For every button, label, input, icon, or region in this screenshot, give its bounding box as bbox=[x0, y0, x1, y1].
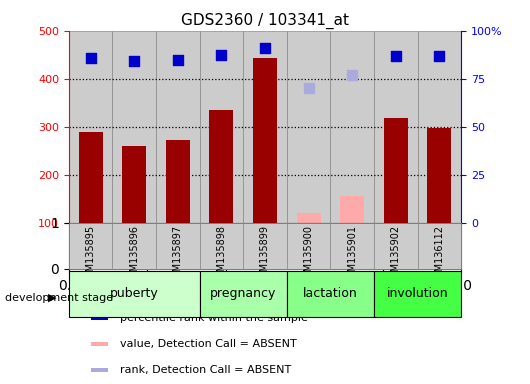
Text: GSM135895: GSM135895 bbox=[86, 225, 96, 284]
Bar bbox=[243, 31, 287, 223]
Point bbox=[86, 55, 95, 61]
Bar bbox=[200, 271, 287, 317]
Bar bbox=[243, 223, 287, 269]
Bar bbox=[287, 31, 330, 223]
Bar bbox=[330, 31, 374, 223]
Text: GSM135901: GSM135901 bbox=[347, 225, 357, 284]
Point bbox=[392, 53, 400, 59]
Text: puberty: puberty bbox=[110, 287, 158, 300]
Text: development stage: development stage bbox=[5, 293, 113, 303]
Bar bbox=[91, 343, 108, 346]
Text: involution: involution bbox=[387, 287, 448, 300]
Text: GSM135897: GSM135897 bbox=[173, 225, 183, 284]
Bar bbox=[374, 31, 418, 223]
Bar bbox=[330, 223, 374, 269]
Text: GSM135899: GSM135899 bbox=[260, 225, 270, 284]
Point bbox=[304, 85, 313, 91]
Bar bbox=[112, 223, 156, 269]
Text: GSM135898: GSM135898 bbox=[216, 225, 226, 284]
Text: GSM136112: GSM136112 bbox=[434, 225, 444, 284]
Bar bbox=[69, 31, 112, 223]
Bar bbox=[374, 223, 418, 269]
Text: ▶: ▶ bbox=[48, 293, 56, 303]
Bar bbox=[418, 223, 461, 269]
Text: rank, Detection Call = ABSENT: rank, Detection Call = ABSENT bbox=[120, 365, 291, 375]
Bar bbox=[91, 368, 108, 372]
Bar bbox=[69, 223, 112, 269]
Bar bbox=[384, 118, 408, 223]
Bar bbox=[166, 140, 190, 223]
Bar bbox=[340, 196, 364, 223]
Bar bbox=[69, 271, 200, 317]
Point bbox=[348, 72, 356, 78]
Bar bbox=[200, 223, 243, 269]
Point bbox=[435, 53, 444, 59]
Bar bbox=[374, 271, 461, 317]
Text: lactation: lactation bbox=[303, 287, 358, 300]
Bar bbox=[91, 316, 108, 320]
Bar bbox=[91, 291, 108, 295]
Point bbox=[174, 56, 182, 63]
Bar bbox=[156, 31, 200, 223]
Bar bbox=[418, 31, 461, 223]
Text: GSM135900: GSM135900 bbox=[304, 225, 314, 284]
Bar bbox=[427, 127, 452, 223]
Bar bbox=[156, 223, 200, 269]
Text: GSM135902: GSM135902 bbox=[391, 225, 401, 284]
Bar bbox=[200, 31, 243, 223]
Point bbox=[130, 58, 138, 64]
Point bbox=[261, 45, 269, 51]
Bar bbox=[122, 146, 146, 223]
Text: value, Detection Call = ABSENT: value, Detection Call = ABSENT bbox=[120, 339, 296, 349]
Bar bbox=[297, 213, 321, 223]
Text: GSM135896: GSM135896 bbox=[129, 225, 139, 284]
Bar bbox=[253, 58, 277, 223]
Text: pregnancy: pregnancy bbox=[210, 287, 277, 300]
Text: percentile rank within the sample: percentile rank within the sample bbox=[120, 313, 307, 323]
Bar bbox=[112, 31, 156, 223]
Bar bbox=[79, 131, 103, 223]
Point bbox=[217, 52, 226, 58]
Bar bbox=[287, 223, 330, 269]
Bar bbox=[287, 271, 374, 317]
Bar bbox=[209, 110, 233, 223]
Title: GDS2360 / 103341_at: GDS2360 / 103341_at bbox=[181, 13, 349, 29]
Text: count: count bbox=[120, 288, 151, 298]
